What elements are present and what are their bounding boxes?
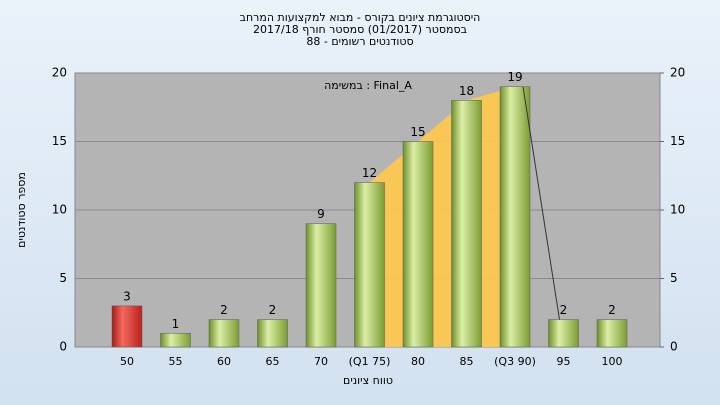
bar xyxy=(160,333,191,348)
bar xyxy=(596,319,628,348)
value-label: 18 xyxy=(459,84,474,98)
y-axis-label: מספר סטודנטים xyxy=(15,172,28,248)
x-tick-label: 70 xyxy=(314,355,328,368)
chart-subtitle: בסמסטר (01/2017) סמסטר חורף 2017/18 xyxy=(253,23,467,36)
x-tick-label: 50 xyxy=(120,355,134,368)
bar xyxy=(548,319,579,348)
value-label: 9 xyxy=(317,207,325,221)
y2-tick-label: 10 xyxy=(670,203,685,217)
y2-tick-label: 15 xyxy=(670,134,685,148)
value-label: 2 xyxy=(269,303,277,317)
x-axis-label: טווח ציונים xyxy=(343,374,393,387)
bar xyxy=(451,100,482,348)
y-tick-label: 20 xyxy=(52,66,67,80)
x-tick-label: 65 xyxy=(266,355,280,368)
x-tick-label: 95 xyxy=(557,355,571,368)
bar xyxy=(402,141,434,348)
x-tick-label: (Q1 75) xyxy=(349,355,391,368)
bar xyxy=(111,305,143,348)
x-tick-label: 85 xyxy=(460,355,474,368)
value-label: 19 xyxy=(507,70,522,84)
y2-tick-label: 20 xyxy=(670,66,685,80)
x-tick-label: 55 xyxy=(169,355,183,368)
y-tick-label: 10 xyxy=(52,203,67,217)
bar xyxy=(305,223,337,348)
x-tick-label: (Q3 90) xyxy=(494,355,536,368)
y-tick-label: 0 xyxy=(59,340,67,354)
chart-subtitle: סטודנטים רשומים - 88 xyxy=(306,35,413,48)
y-tick-label: 5 xyxy=(59,271,67,285)
y2-tick-label: 0 xyxy=(670,340,678,354)
x-tick-label: 100 xyxy=(602,355,623,368)
value-label: 12 xyxy=(362,166,377,180)
bar xyxy=(354,182,385,348)
y-tick-label: 15 xyxy=(52,134,67,148)
bar xyxy=(208,319,240,348)
bar xyxy=(257,319,288,348)
value-label: 2 xyxy=(608,303,616,317)
annotation: Final_A : במשימה xyxy=(324,79,412,92)
value-label: 2 xyxy=(560,303,568,317)
trend-line xyxy=(522,86,560,320)
value-label: 3 xyxy=(123,289,131,303)
value-label: 15 xyxy=(410,125,425,139)
y2-tick-label: 5 xyxy=(670,271,678,285)
bar xyxy=(499,86,531,348)
value-label: 2 xyxy=(220,303,228,317)
x-tick-label: 60 xyxy=(217,355,231,368)
value-label: 1 xyxy=(172,317,180,331)
x-tick-label: 80 xyxy=(411,355,425,368)
chart-title: היסטוגרמת ציונים בקורס - מבוא למקצועות ה… xyxy=(240,11,481,24)
